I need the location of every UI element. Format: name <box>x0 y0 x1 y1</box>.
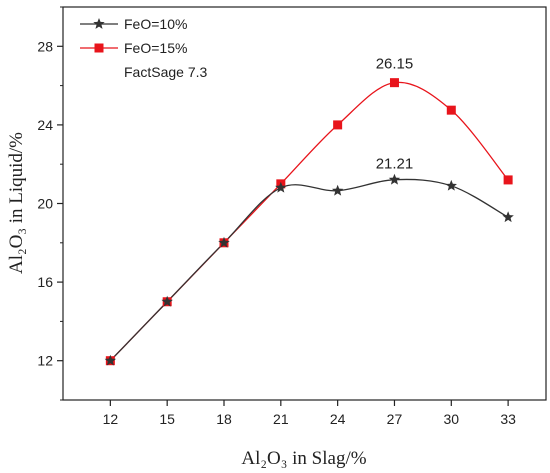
data-point-feo10 <box>502 211 514 223</box>
x-tick-label: 30 <box>444 411 460 427</box>
x-tick-label: 27 <box>387 411 403 427</box>
y-tick-label: 24 <box>37 117 53 133</box>
x-tick-label: 21 <box>273 411 289 427</box>
legend-label-feo10: FeO=10% <box>124 16 187 32</box>
data-point-feo15 <box>389 78 399 88</box>
x-tick-label: 12 <box>103 411 119 427</box>
x-tick-label: 15 <box>159 411 175 427</box>
series-markers <box>104 78 514 366</box>
series-line-feo10 <box>109 178 509 362</box>
legend-entry-feo15: FeO=15% <box>80 40 187 56</box>
legend: FeO=10% FeO=15% FactSage 7.3 <box>80 16 207 80</box>
axis-ticks: 12 15 18 21 24 27 30 33 12 16 20 24 28 <box>37 6 516 427</box>
x-tick-label: 33 <box>500 411 516 427</box>
legend-star-icon <box>93 18 105 29</box>
data-point-feo10 <box>104 354 117 366</box>
data-point-feo10 <box>161 295 173 307</box>
data-point-feo15 <box>333 120 343 130</box>
data-label-26-15: 26.15 <box>376 56 414 73</box>
series-line-feo15 <box>109 81 509 362</box>
y-tick-label: 20 <box>37 196 53 212</box>
data-point-feo15 <box>503 175 513 185</box>
data-point-feo10 <box>275 181 287 193</box>
y-axis-label: Al₂O₃ in Liquid/% <box>6 132 27 274</box>
x-axis-label: Al₂O₃ in Slag/% <box>241 448 366 469</box>
y-tick-label: 28 <box>37 38 53 54</box>
data-point-feo15 <box>446 105 456 115</box>
data-point-feo10 <box>331 184 344 196</box>
data-labels: 26.15 21.21 <box>376 56 414 173</box>
x-tick-label: 24 <box>330 411 346 427</box>
data-point-feo10 <box>388 173 401 185</box>
legend-entry-feo10: FeO=10% <box>80 16 187 32</box>
legend-square-icon <box>94 43 104 53</box>
legend-label-feo15: FeO=15% <box>124 40 187 56</box>
y-tick-label: 16 <box>37 274 53 290</box>
data-point-feo10 <box>218 236 230 248</box>
series-lines <box>109 81 509 362</box>
y-tick-label: 12 <box>37 353 53 369</box>
legend-note: FactSage 7.3 <box>124 64 207 80</box>
data-label-21-21: 21.21 <box>376 156 414 173</box>
x-tick-label: 18 <box>216 411 232 427</box>
data-point-feo10 <box>445 179 457 191</box>
